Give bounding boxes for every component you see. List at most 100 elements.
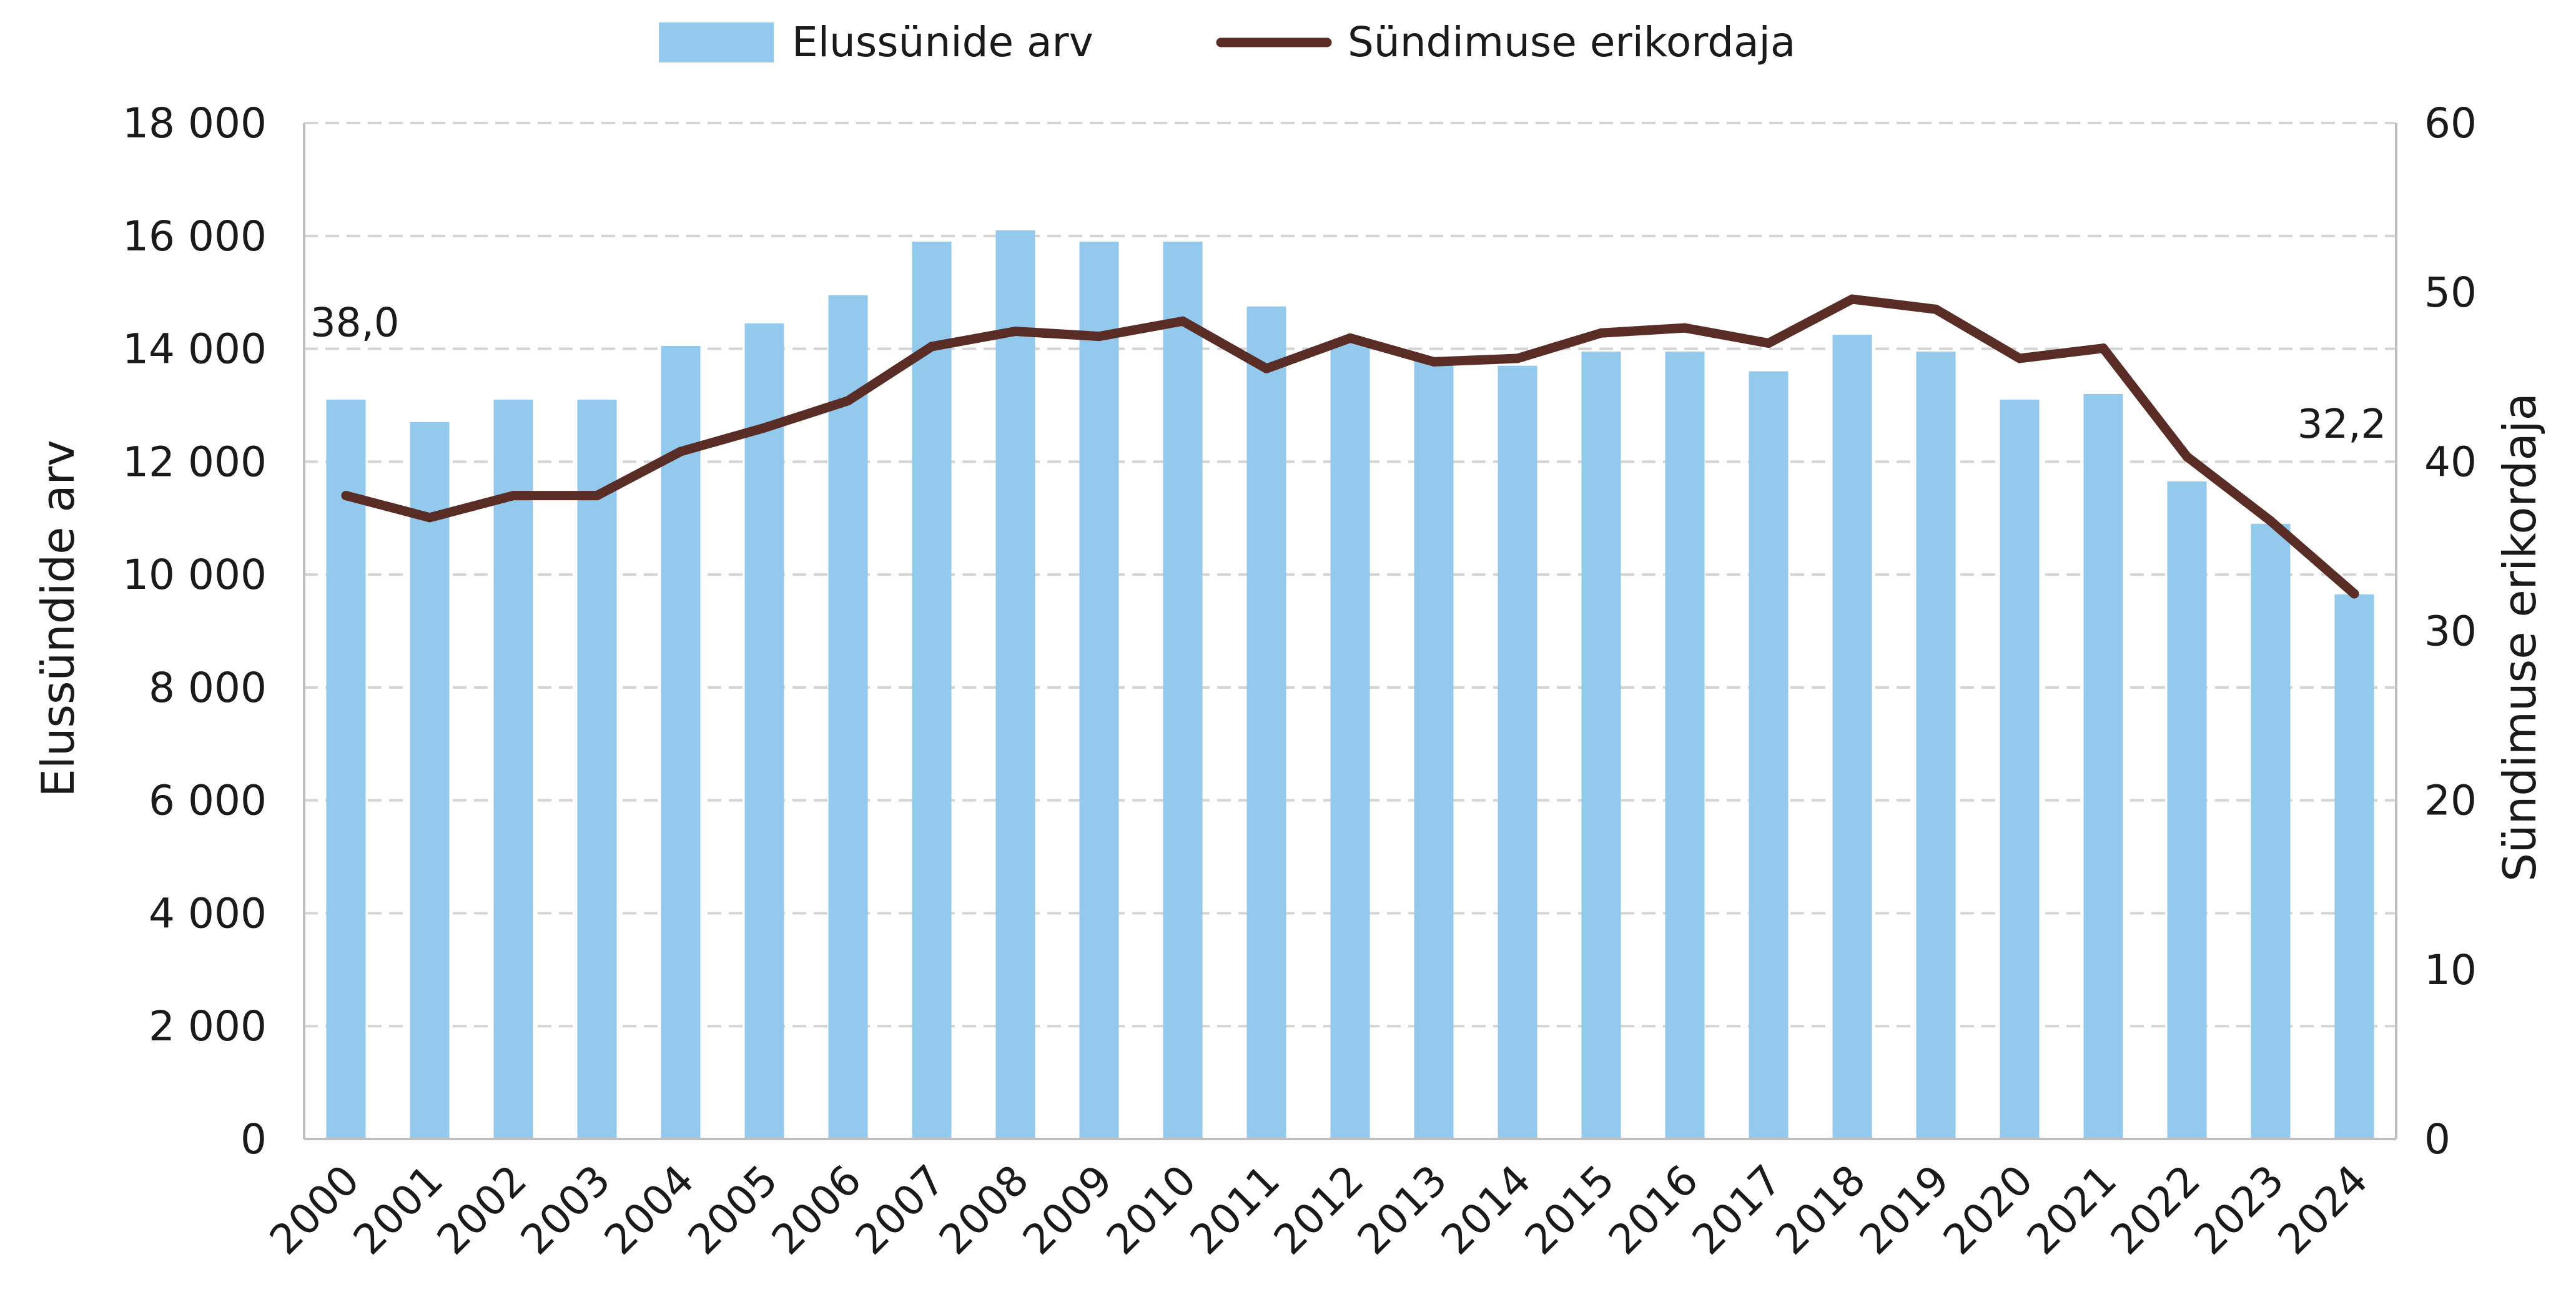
y-tick-label: 8 000	[149, 664, 267, 712]
x-tick-label: 2016	[1599, 1156, 1707, 1264]
bar	[1498, 365, 1537, 1139]
y-tick-label: 6 000	[149, 777, 267, 825]
y2-tick-label: 0	[2424, 1115, 2450, 1163]
bar	[1163, 241, 1203, 1140]
line-point	[1178, 316, 1188, 326]
line-point	[927, 342, 937, 352]
line-point	[2266, 516, 2276, 526]
data-label: 38,0	[310, 300, 400, 347]
line-point	[1764, 338, 1774, 348]
x-tick-label: 2019	[1850, 1156, 1958, 1264]
bar	[1330, 340, 1370, 1139]
y-tick-label: 0	[240, 1115, 267, 1163]
bar	[2167, 481, 2207, 1139]
x-tick-label: 2000	[260, 1156, 368, 1264]
data-label: 32,2	[2297, 402, 2387, 448]
x-tick-label: 2020	[1934, 1156, 2042, 1264]
line-point	[508, 491, 518, 501]
bar	[995, 230, 1035, 1139]
line-point	[2182, 451, 2192, 461]
x-tick-label: 2004	[595, 1156, 703, 1264]
y2-tick-label: 30	[2424, 608, 2477, 656]
x-tick-label: 2008	[930, 1156, 1038, 1264]
bar	[577, 399, 617, 1140]
legend-label-line: Sündimuse erikordaja	[1348, 18, 1795, 66]
bar	[2083, 393, 2123, 1139]
bar	[912, 241, 952, 1140]
bar	[410, 422, 450, 1140]
line-point	[676, 446, 686, 456]
bar	[744, 323, 784, 1139]
y2-tick-label: 20	[2424, 777, 2477, 825]
bar	[1581, 352, 1621, 1140]
bar	[1916, 352, 1956, 1140]
y-tick-label: 14 000	[122, 325, 267, 373]
line-point	[1513, 353, 1522, 363]
line-point	[2098, 343, 2108, 353]
x-tick-label: 2003	[511, 1156, 619, 1264]
x-tick-label: 2002	[428, 1156, 536, 1264]
x-tick-label: 2009	[1014, 1156, 1122, 1264]
legend-swatch-bars	[659, 22, 774, 62]
y-tick-label: 10 000	[122, 551, 267, 599]
line-point	[1094, 332, 1104, 342]
line-point	[1261, 363, 1271, 373]
bar	[2251, 523, 2291, 1139]
line-point	[2015, 353, 2025, 363]
bar	[828, 295, 868, 1140]
x-tick-label: 2023	[2185, 1156, 2293, 1264]
x-tick-label: 2021	[2018, 1156, 2126, 1264]
legend-label-bars: Elussünide arv	[792, 18, 1093, 66]
line-point	[341, 491, 351, 501]
bar	[2000, 399, 2040, 1140]
x-tick-label: 2006	[762, 1156, 871, 1264]
annotations: 38,0 32,2	[310, 300, 2386, 448]
x-tick-label: 2018	[1767, 1156, 1875, 1264]
bar-series	[326, 230, 2374, 1140]
tick-labels: 0 2 000 4 000 6 000 8 000 10 000 12 000 14 000 1…	[122, 99, 2477, 1264]
bar	[1079, 241, 1119, 1140]
bar	[493, 399, 533, 1140]
line-point	[1596, 328, 1606, 338]
line-point	[1680, 323, 1690, 333]
x-tick-label: 2017	[1683, 1156, 1791, 1264]
y2-tick-label: 10	[2424, 946, 2477, 994]
y-tick-label: 18 000	[122, 99, 267, 147]
line-point	[1847, 294, 1857, 304]
y2-axis-title: Sündimuse erikordaja	[2494, 393, 2546, 882]
x-tick-label: 2005	[679, 1156, 787, 1264]
x-tick-label: 2010	[1097, 1156, 1205, 1264]
line-point	[2349, 589, 2359, 599]
y-tick-label: 2 000	[149, 1002, 267, 1050]
y-axis-title: Elussündide arv	[32, 440, 84, 797]
x-tick-label: 2013	[1348, 1156, 1456, 1264]
bar	[2334, 594, 2374, 1139]
line-point	[843, 396, 853, 406]
bar	[326, 399, 366, 1140]
y-tick-label: 4 000	[149, 889, 267, 937]
line-point	[1345, 333, 1355, 343]
y2-tick-label: 40	[2424, 438, 2477, 486]
line-point	[425, 513, 435, 523]
line-point	[1010, 327, 1020, 337]
line-series	[341, 294, 2359, 599]
line-point	[759, 423, 769, 433]
x-tick-label: 2014	[1432, 1156, 1540, 1264]
x-tick-label: 2011	[1181, 1156, 1289, 1264]
bar	[661, 346, 701, 1139]
line-point	[592, 491, 602, 501]
line-point	[1429, 357, 1439, 367]
bar	[1665, 352, 1705, 1140]
bar	[1749, 371, 1789, 1139]
x-tick-label: 2015	[1516, 1156, 1624, 1264]
x-tick-label: 2022	[2101, 1156, 2209, 1264]
bar	[1832, 334, 1872, 1140]
x-tick-label: 2007	[846, 1156, 954, 1264]
bar	[1246, 306, 1286, 1139]
y2-tick-label: 50	[2424, 269, 2477, 317]
x-tick-label: 2001	[344, 1156, 452, 1264]
legend: Elussünide arv Sündimuse erikordaja	[659, 18, 1795, 66]
y2-tick-label: 60	[2424, 99, 2477, 147]
